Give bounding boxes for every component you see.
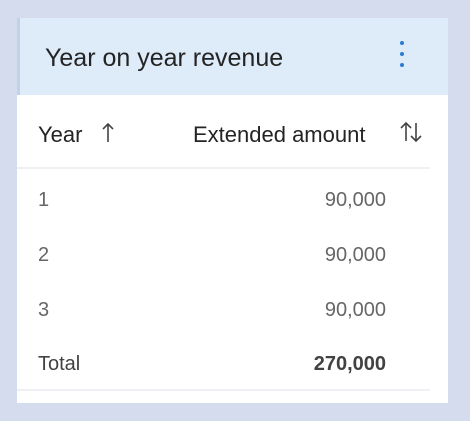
table-row[interactable]: 3 90,000: [17, 282, 430, 337]
table-total-row: Total 270,000: [17, 337, 430, 391]
cell-year: 2: [38, 244, 50, 266]
cell-extended-amount: 90,000: [324, 189, 386, 211]
table-header-row: Year Extended amount: [17, 95, 430, 169]
column-header-extended-amount[interactable]: Extended amount: [193, 122, 366, 147]
card-title: Year on year revenue: [45, 44, 284, 72]
total-label: Total: [38, 353, 81, 375]
more-vertical-icon: [400, 52, 404, 56]
cell-extended-amount: 90,000: [324, 299, 386, 321]
total-value: 270,000: [313, 353, 386, 375]
table-row[interactable]: 2 90,000: [17, 227, 430, 282]
column-header-year[interactable]: Year: [38, 122, 83, 147]
sort-arrows-icon[interactable]: [399, 119, 423, 145]
table-row[interactable]: 1 90,000: [17, 172, 430, 227]
more-vertical-icon: [400, 41, 404, 45]
more-options-button[interactable]: [390, 38, 414, 72]
cell-year: 3: [38, 299, 50, 321]
arrow-up-icon[interactable]: [100, 120, 116, 146]
card-header: Year on year revenue: [17, 18, 448, 95]
revenue-card: Year on year revenue Year Extended amoun…: [17, 18, 448, 403]
cell-extended-amount: 90,000: [324, 244, 386, 266]
more-vertical-icon: [400, 63, 404, 67]
cell-year: 1: [38, 189, 50, 211]
